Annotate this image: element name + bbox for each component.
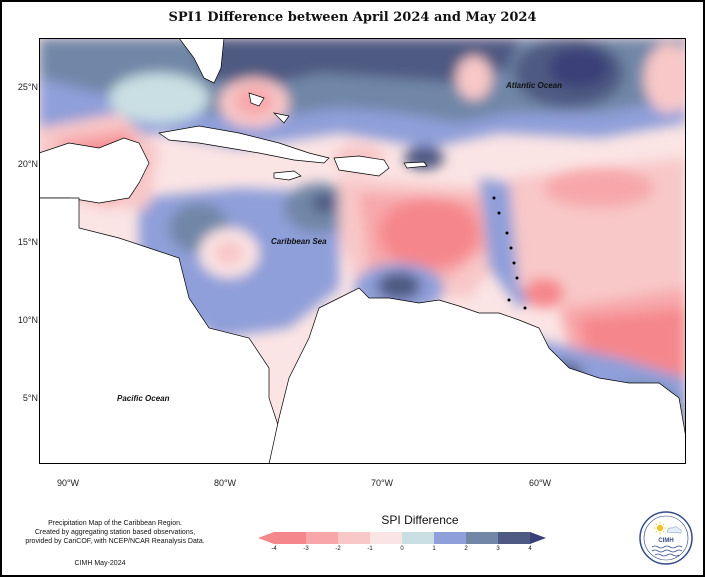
legend-bin <box>498 532 530 544</box>
cimh-logo: CIMH <box>639 511 693 565</box>
legend-title: SPI Difference <box>381 513 459 527</box>
map-title: SPI1 Difference between April 2024 and M… <box>168 10 537 25</box>
y-tick-20n: 20°N <box>17 159 38 169</box>
legend-tick: 3 <box>496 546 500 552</box>
legend-tick: -3 <box>303 546 309 552</box>
credit-line-2: Created by aggregating station based obs… <box>34 529 196 536</box>
logo-text: CIMH <box>658 538 673 544</box>
legend-bin <box>306 532 338 544</box>
y-tick-15n: 15°N <box>17 237 38 247</box>
credit-line-3: provided by CariCOF, with NCEP/NCAR Rean… <box>25 538 205 545</box>
y-tick-5n: 5°N <box>22 393 38 403</box>
y-tick-10n: 10°N <box>17 315 38 325</box>
x-tick-90w: 90°W <box>56 478 80 488</box>
y-tick-25n: 25°N <box>17 82 38 92</box>
label-pacific-ocean: Pacific Ocean <box>117 394 170 403</box>
legend-tick: 4 <box>528 546 532 552</box>
legend-tick: -2 <box>335 546 341 552</box>
legend-tick: 2 <box>464 546 468 552</box>
legend-bin <box>338 532 370 544</box>
lesser-antilles <box>492 196 527 310</box>
legend-bin <box>434 532 466 544</box>
x-tick-80w: 80°W <box>213 478 237 488</box>
label-atlantic-ocean: Atlantic Ocean <box>506 81 563 90</box>
waves-icon <box>651 545 683 557</box>
sun-icon <box>654 522 666 534</box>
legend-tick: -4 <box>271 546 277 552</box>
x-tick-60w: 60°W <box>528 478 552 488</box>
legend-bin <box>274 532 306 544</box>
legend-colorbar <box>258 532 546 544</box>
legend-bin <box>466 532 498 544</box>
legend-arrow-left <box>258 532 274 544</box>
legend-bin <box>370 532 402 544</box>
cloud-icon <box>666 526 682 534</box>
credit-text: Precipitation Map of the Caribbean Regio… <box>10 519 220 546</box>
legend-arrow-right <box>530 532 546 544</box>
spi-difference-map <box>39 38 686 464</box>
legend-tick: 0 <box>400 546 404 552</box>
spi-field <box>39 38 686 464</box>
x-tick-70w: 70°W <box>370 478 394 488</box>
legend-tick: 1 <box>432 546 436 552</box>
label-caribbean-sea: Caribbean Sea <box>271 237 327 246</box>
credit-line-1: Precipitation Map of the Caribbean Regio… <box>48 520 182 527</box>
legend-tick: -1 <box>367 546 373 552</box>
land-masses <box>39 38 686 464</box>
legend-bin <box>402 532 434 544</box>
credit-footer: CIMH May-2024 <box>74 560 126 567</box>
